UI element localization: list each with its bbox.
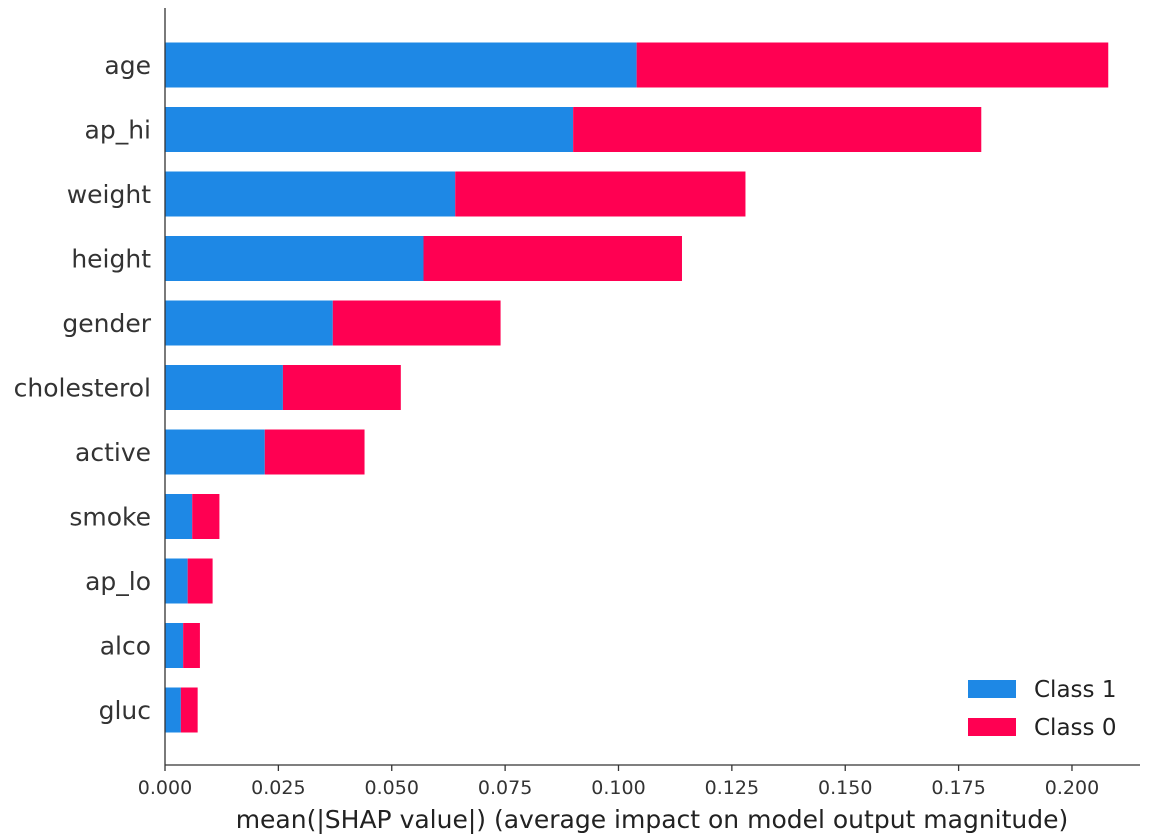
category-label-ap_hi: ap_hi	[85, 116, 151, 145]
bar-ap_lo-class-1	[165, 558, 188, 604]
x-tick-label: 0.125	[705, 777, 759, 799]
category-label-age: age	[104, 51, 151, 80]
x-axis-title: mean(|SHAP value|) (average impact on mo…	[236, 805, 1069, 834]
bar-age-class-1	[165, 42, 637, 88]
x-tick-label: 0.100	[591, 777, 645, 799]
x-tick-label: 0.175	[931, 777, 985, 799]
x-tick-label: 0.025	[251, 777, 305, 799]
bar-alco-class-0	[183, 623, 200, 668]
category-label-alco: alco	[100, 632, 151, 661]
bar-weight-class-1	[165, 171, 456, 217]
category-label-ap_lo: ap_lo	[85, 567, 151, 596]
category-label-active: active	[75, 438, 151, 467]
legend-swatch-class-1	[968, 680, 1016, 698]
bar-active-class-1	[165, 429, 265, 475]
x-tick-label: 0.200	[1045, 777, 1099, 799]
x-ticks: 0.000 0.025 0.050 0.075 0.100 0.125 0.150 0.175…	[138, 765, 1099, 799]
bars-layer	[165, 42, 1109, 733]
bar-cholesterol-class-1	[165, 365, 283, 410]
legend-label-class-0: Class 0	[1034, 715, 1116, 741]
legend: Class 1 Class 0	[968, 677, 1116, 741]
legend-label-class-1: Class 1	[1034, 677, 1116, 703]
bar-age-class-0	[636, 42, 1109, 88]
bar-height-class-1	[165, 236, 424, 281]
x-tick-label: 0.075	[478, 777, 532, 799]
category-label-gluc: gluc	[99, 696, 151, 725]
category-label-height: height	[71, 245, 151, 274]
bar-cholesterol-class-0	[282, 365, 401, 410]
bar-ap_hi-class-1	[165, 107, 574, 152]
legend-swatch-class-0	[968, 718, 1016, 736]
category-label-smoke: smoke	[69, 503, 151, 532]
bar-ap_hi-class-0	[573, 107, 982, 152]
bar-height-class-0	[423, 236, 682, 281]
bar-gluc-class-1	[165, 687, 181, 733]
bar-active-class-0	[264, 429, 365, 475]
bar-gluc-class-0	[180, 687, 198, 733]
x-tick-label: 0.000	[138, 777, 192, 799]
bar-alco-class-1	[165, 623, 184, 668]
category-label-cholesterol: cholesterol	[14, 374, 151, 403]
bar-smoke-class-1	[165, 494, 193, 539]
bar-smoke-class-0	[192, 494, 220, 539]
bar-weight-class-0	[455, 171, 746, 217]
bar-gender-class-1	[165, 300, 333, 346]
category-label-weight: weight	[67, 180, 151, 209]
x-tick-label: 0.150	[818, 777, 872, 799]
bar-ap_lo-class-0	[187, 558, 213, 604]
bar-gender-class-0	[332, 300, 501, 346]
x-tick-label: 0.050	[365, 777, 419, 799]
category-label-gender: gender	[62, 309, 151, 338]
